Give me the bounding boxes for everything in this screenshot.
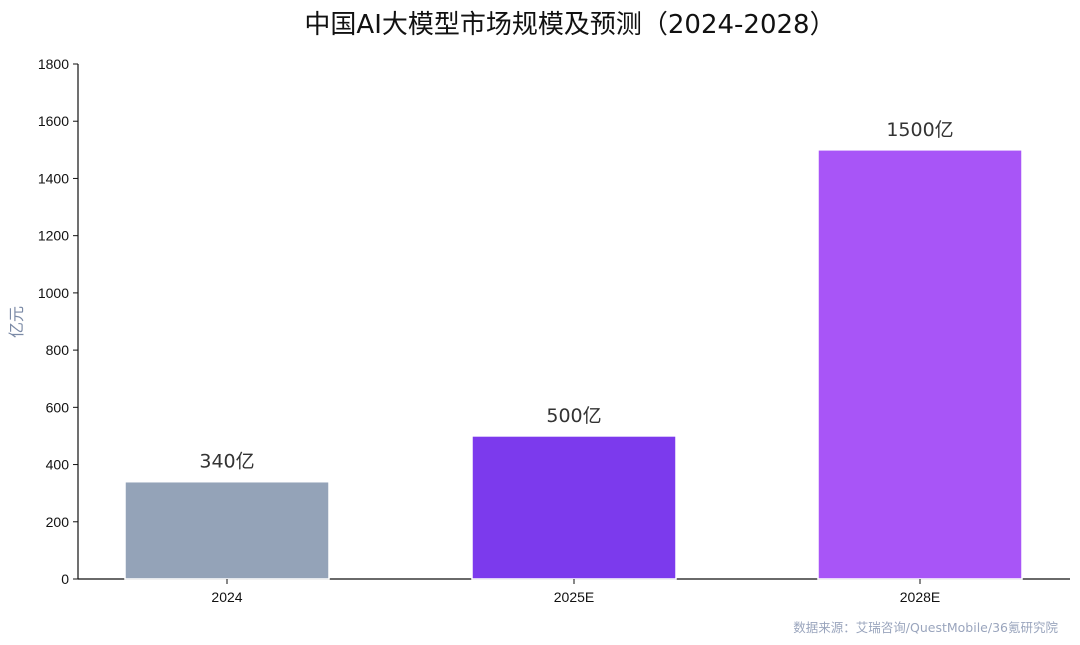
value-label: 500亿 bbox=[546, 405, 601, 427]
y-tick-label: 1200 bbox=[38, 228, 69, 244]
x-tick-label: 2024 bbox=[211, 589, 242, 605]
bars-group bbox=[124, 149, 1023, 580]
y-tick-label: 1000 bbox=[38, 285, 69, 301]
y-tick-label: 1800 bbox=[38, 56, 69, 72]
y-tick-label: 1600 bbox=[38, 113, 69, 129]
y-tick-label: 0 bbox=[61, 571, 69, 587]
y-tick-label: 600 bbox=[46, 399, 70, 415]
y-axis-label: 亿元 bbox=[7, 306, 26, 338]
chart-title: 中国AI大模型市场规模及预测（2024-2028） bbox=[304, 10, 835, 40]
bar-2024 bbox=[124, 480, 330, 580]
value-label: 340亿 bbox=[199, 451, 254, 473]
x-tick-label: 2028E bbox=[900, 589, 940, 605]
y-tick-label: 800 bbox=[46, 342, 70, 358]
y-tick-label: 200 bbox=[46, 514, 70, 530]
source-note: 数据来源：艾瑞咨询/QuestMobile/36氪研究院 bbox=[793, 620, 1058, 635]
x-axis-ticks: 2024 2025E 2028E bbox=[211, 579, 940, 605]
value-labels-group: 340亿 500亿 1500亿 bbox=[199, 119, 953, 473]
y-axis-ticks: 0 200 400 600 800 1000 1200 1400 1600 1800 bbox=[38, 56, 78, 587]
x-tick-label: 2025E bbox=[554, 589, 594, 605]
bar-2025E bbox=[471, 435, 677, 580]
bar-2028E bbox=[817, 149, 1023, 580]
value-label: 1500亿 bbox=[886, 119, 953, 141]
y-tick-label: 1400 bbox=[38, 170, 69, 186]
y-tick-label: 400 bbox=[46, 457, 70, 473]
